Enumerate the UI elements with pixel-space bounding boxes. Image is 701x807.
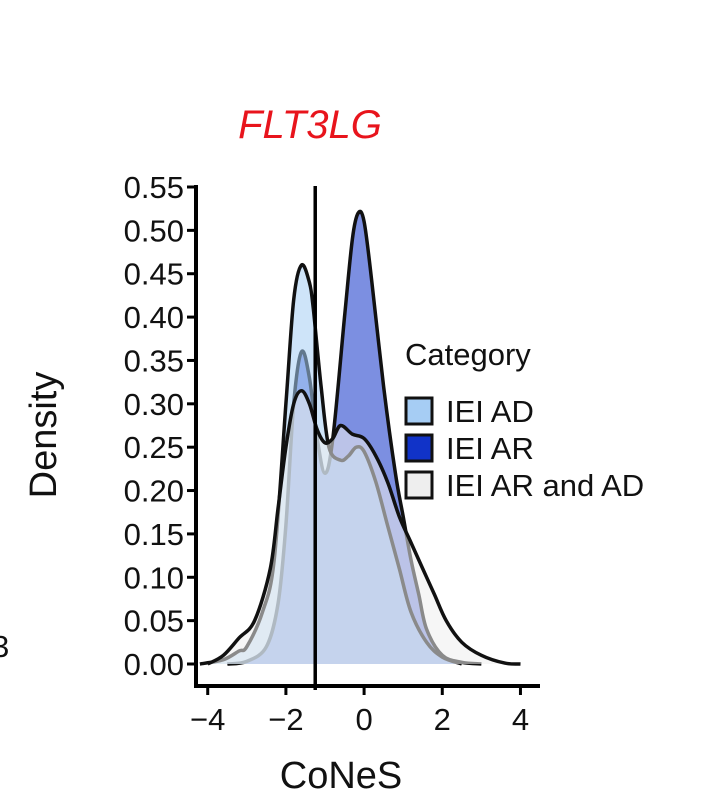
- edge-text-fragment: 3: [0, 629, 9, 664]
- y-tick-label: 0.20: [124, 474, 184, 509]
- y-tick-label: 0.30: [124, 387, 184, 422]
- y-axis: 0.00 0.05 0.10 0.15 0.20 0.25 0.30 0.35 0.40 0.45…: [124, 170, 198, 686]
- legend-swatch-iei-ad: [404, 396, 434, 426]
- legend-label-iei-ar-and-ad: IEI AR and AD: [446, 468, 644, 503]
- plot-area: [199, 186, 521, 690]
- y-tick-label: 0.15: [124, 517, 184, 552]
- chart-title: FLT3LG: [238, 103, 382, 147]
- x-tick-label: 0: [355, 702, 372, 737]
- legend-swatch-iei-ar: [404, 433, 434, 463]
- y-tick-label: 0.00: [124, 647, 184, 682]
- x-axis-label: CoNeS: [280, 755, 403, 797]
- legend-label-iei-ad: IEI AD: [446, 394, 534, 429]
- legend-label-iei-ar: IEI AR: [446, 431, 534, 466]
- legend-swatch-iei-ar-and-ad: [404, 470, 434, 500]
- y-axis-label: Density: [23, 372, 65, 499]
- y-tick-label: 0.50: [124, 213, 184, 248]
- y-tick-label: 0.40: [124, 300, 184, 335]
- y-tick-label: 0.25: [124, 430, 184, 465]
- y-tick-label: 0.55: [124, 170, 184, 205]
- y-tick-label: 0.45: [124, 257, 184, 292]
- y-tick-label: 0.35: [124, 343, 184, 378]
- x-axis: −4 −2 0 2 4: [190, 684, 540, 737]
- y-tick-label: 0.10: [124, 560, 184, 595]
- x-tick-label: −2: [268, 702, 303, 737]
- legend-title: Category: [405, 337, 531, 372]
- x-tick-label: 2: [434, 702, 451, 737]
- density-line-iei-ar-and-ad: [206, 389, 521, 666]
- x-tick-label: −4: [190, 702, 225, 737]
- y-tick-label: 0.05: [124, 604, 184, 639]
- x-tick-label: 4: [512, 702, 529, 737]
